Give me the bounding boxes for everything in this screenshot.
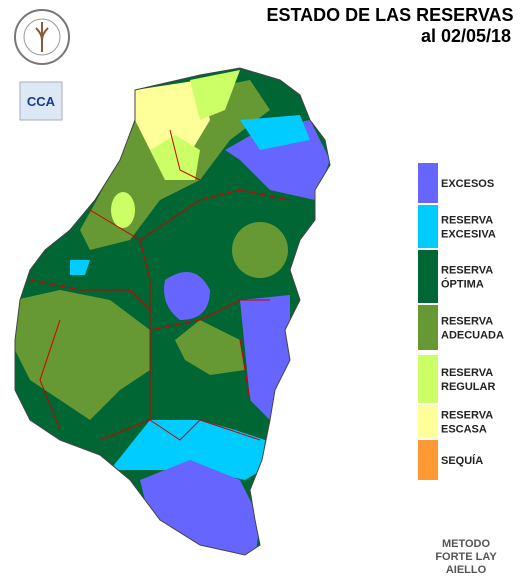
province-outline — [14, 67, 331, 556]
legend-label: RESERVA — [441, 215, 493, 227]
legend-label: EXCESIVA — [441, 229, 496, 241]
badge: CCA — [27, 94, 56, 109]
legend-swatch — [418, 205, 438, 248]
title: ESTADO DE LAS RESERVAS — [266, 5, 513, 25]
legend-label: REGULAR — [441, 381, 495, 393]
legend-label: ADECUADA — [441, 330, 504, 342]
date: al 02/05/18 — [421, 26, 511, 46]
legend-swatch — [418, 355, 438, 403]
legend-label: RESERVA — [441, 410, 493, 422]
legend-label: ESCASA — [441, 424, 487, 436]
legend-label: RESERVA — [441, 316, 493, 328]
legend-label: RESERVA — [441, 367, 493, 379]
legend-swatch — [418, 163, 438, 203]
method-line: AIELLO — [446, 564, 487, 576]
logo: CCA — [14, 9, 70, 121]
legend-label: RESERVA — [441, 265, 493, 277]
method-line: METODO — [442, 538, 491, 550]
legend-swatch — [418, 305, 438, 350]
legend-swatch — [418, 405, 438, 438]
method-line: FORTE LAY — [435, 551, 497, 563]
legend-label: ÓPTIMA — [441, 278, 484, 291]
legend-label: SEQUÍA — [441, 454, 483, 467]
map — [15, 68, 330, 555]
legend-label: EXCESOS — [441, 178, 494, 190]
legend-swatch — [418, 250, 438, 303]
legend-swatch — [418, 440, 438, 480]
legend: EXCESOSRESERVAEXCESIVARESERVAÓPTIMARESER… — [418, 163, 504, 480]
